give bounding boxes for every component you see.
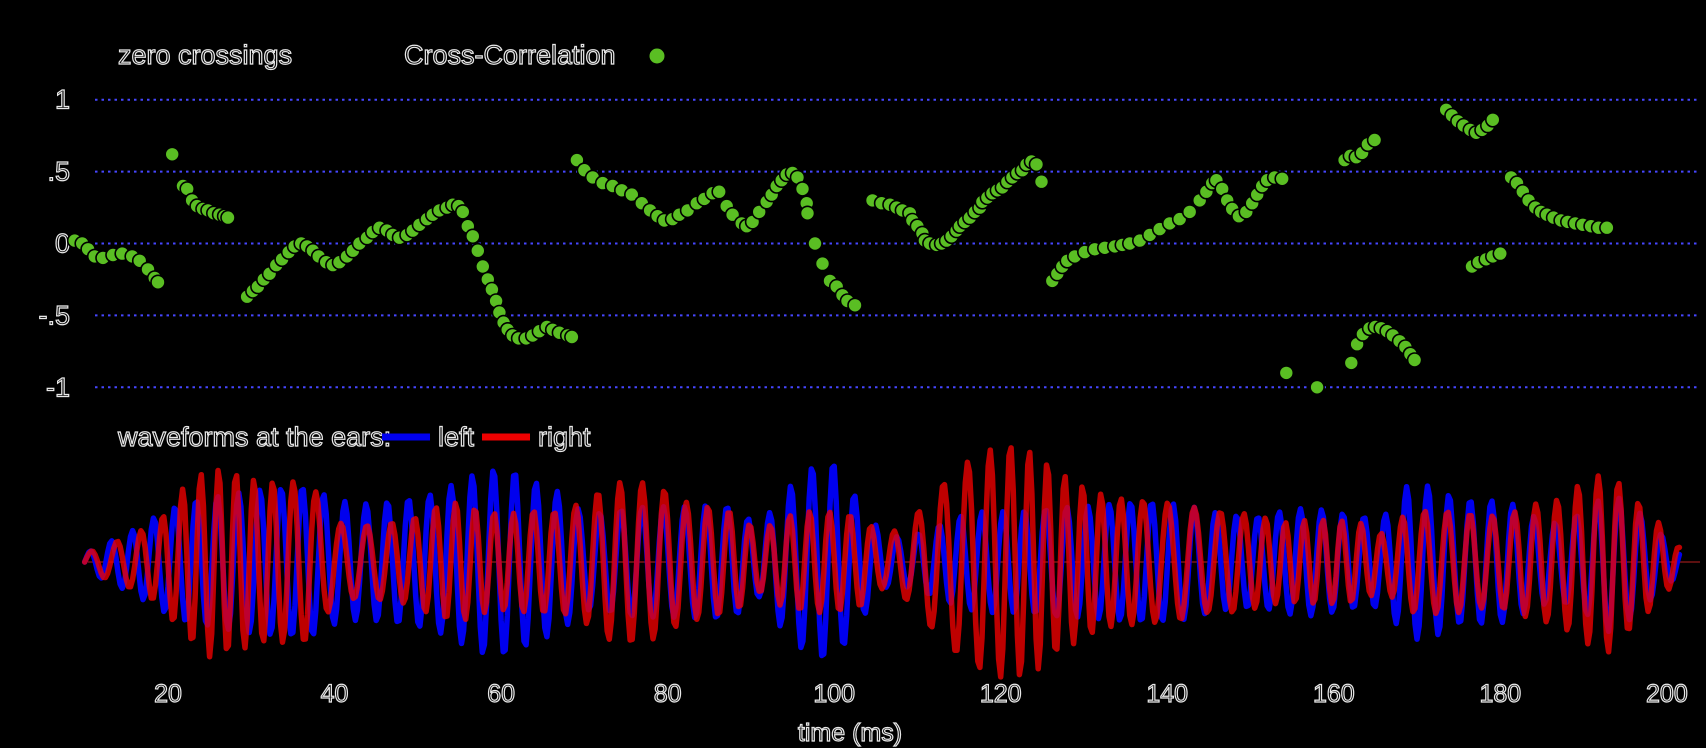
x-tick-label: 120 [980, 680, 1022, 708]
scatter-point [1406, 352, 1423, 368]
waveform-legend-left-label: left [438, 422, 475, 452]
time-axis-tick-labels: 20 40 60 80 100 120 140 160 180 200 [153, 679, 1688, 708]
scatter-point [711, 183, 728, 200]
correlation-scatter-points [66, 102, 1615, 396]
scatter-point [807, 235, 823, 252]
y-tick-label: -1 [46, 372, 70, 402]
y-tick-label: 1 [55, 85, 70, 115]
correlation-ytick-labels: 1 .5 0 -.5 -1 [38, 84, 71, 403]
time-axis-label: time (ms) [798, 719, 902, 747]
scatter-point [164, 146, 180, 163]
x-tick-label: 160 [1313, 680, 1355, 708]
x-tick-label: 180 [1479, 680, 1521, 708]
scatter-point [814, 255, 831, 272]
y-tick-label: -.5 [38, 300, 70, 330]
scatter-point [1274, 171, 1290, 187]
scatter-point [1181, 204, 1198, 220]
scatter-point [464, 228, 481, 245]
scatter-point [469, 242, 486, 259]
scatter-point [474, 258, 491, 275]
x-tick-label: 60 [487, 680, 515, 708]
scatter-point [1492, 245, 1509, 262]
waveform-legend-right-label: right [538, 422, 591, 452]
legend-cross-correlation-label: Cross-Correlation [404, 40, 616, 70]
y-tick-label: .5 [47, 157, 70, 187]
scatter-point [1278, 365, 1295, 381]
x-tick-label: 200 [1646, 680, 1688, 708]
scatter-point [220, 209, 236, 226]
scatter-point [1599, 219, 1615, 236]
scatter-point [564, 329, 580, 345]
scatter-point [623, 186, 640, 203]
scatter-point [1485, 112, 1501, 128]
scatter-point [150, 274, 166, 291]
cross-correlation-marker-icon [649, 48, 665, 64]
right-ear-waveform [81, 445, 1683, 680]
waveform-legend-title: waveforms at the ears: [117, 422, 391, 452]
correlation-gridlines [95, 98, 1700, 389]
scatter-point [799, 205, 816, 222]
x-tick-label: 100 [813, 680, 855, 708]
scatter-point [1033, 173, 1050, 190]
legend-zero-crossings-label: zero crossings [118, 40, 292, 70]
scatter-point [1028, 156, 1045, 173]
x-tick-label: 80 [654, 680, 682, 708]
scatter-point [1309, 379, 1325, 396]
x-tick-label: 140 [1146, 680, 1188, 708]
scatter-point [847, 297, 863, 314]
scatter-point [454, 204, 471, 220]
scatter-point [794, 181, 811, 197]
scatter-point [1366, 132, 1383, 148]
scatter-point [1343, 355, 1360, 371]
y-tick-label: 0 [55, 229, 70, 259]
x-tick-label: 40 [321, 680, 349, 708]
x-tick-label: 20 [154, 680, 182, 708]
